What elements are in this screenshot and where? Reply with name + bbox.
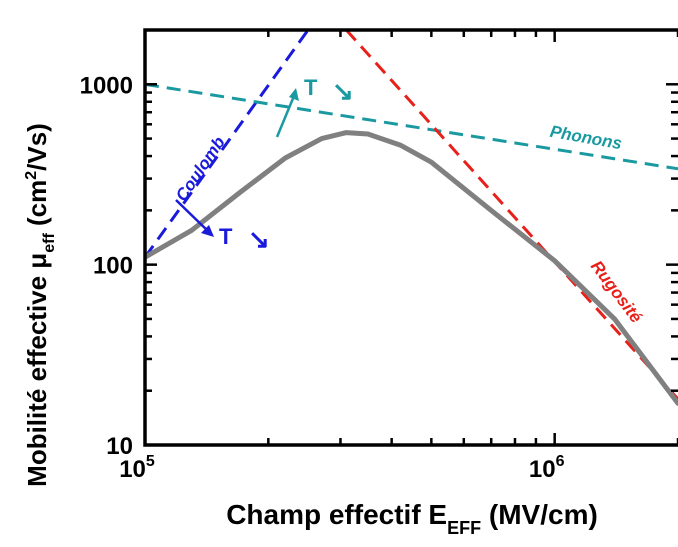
rugosit--line (345, 30, 678, 401)
series-layer (145, 30, 678, 406)
coulomb-temperature-label: T (219, 224, 233, 249)
x-axis-label: Champ effectif EEFF (MV/cm) (226, 499, 598, 538)
phonon-decrease-arrow-icon: ↘ (332, 76, 354, 106)
phonon-temperature-arrowhead (289, 88, 299, 101)
y-tick-label: 10 (106, 433, 133, 460)
phonon-temperature-label: T (304, 75, 318, 100)
plot-frame (143, 28, 678, 447)
total-mobility-curve (145, 130, 678, 406)
y-axis-label: Mobilité effective μeff (cm2/Vs) (22, 123, 58, 487)
y-tick-label: 1000 (80, 72, 133, 99)
x-tick-label: 106 (529, 453, 565, 483)
coulomb-temperature-arrowhead (201, 225, 214, 237)
phonons-line (145, 82, 678, 171)
coulomb-decrease-arrow-icon: ↘ (248, 224, 270, 254)
axes-layer: 10 100 1000 105 106 (80, 28, 678, 483)
x-tick-label: 105 (119, 453, 155, 483)
phonon-temperature-arrow (275, 95, 296, 138)
coulomb-line (145, 30, 310, 259)
y-tick-label: 100 (93, 253, 133, 280)
rugosit--series-label: Rugosité (587, 257, 646, 327)
coulomb-temperature-arrow (175, 199, 211, 234)
coulomb-series-label: Coulomb (172, 133, 229, 205)
